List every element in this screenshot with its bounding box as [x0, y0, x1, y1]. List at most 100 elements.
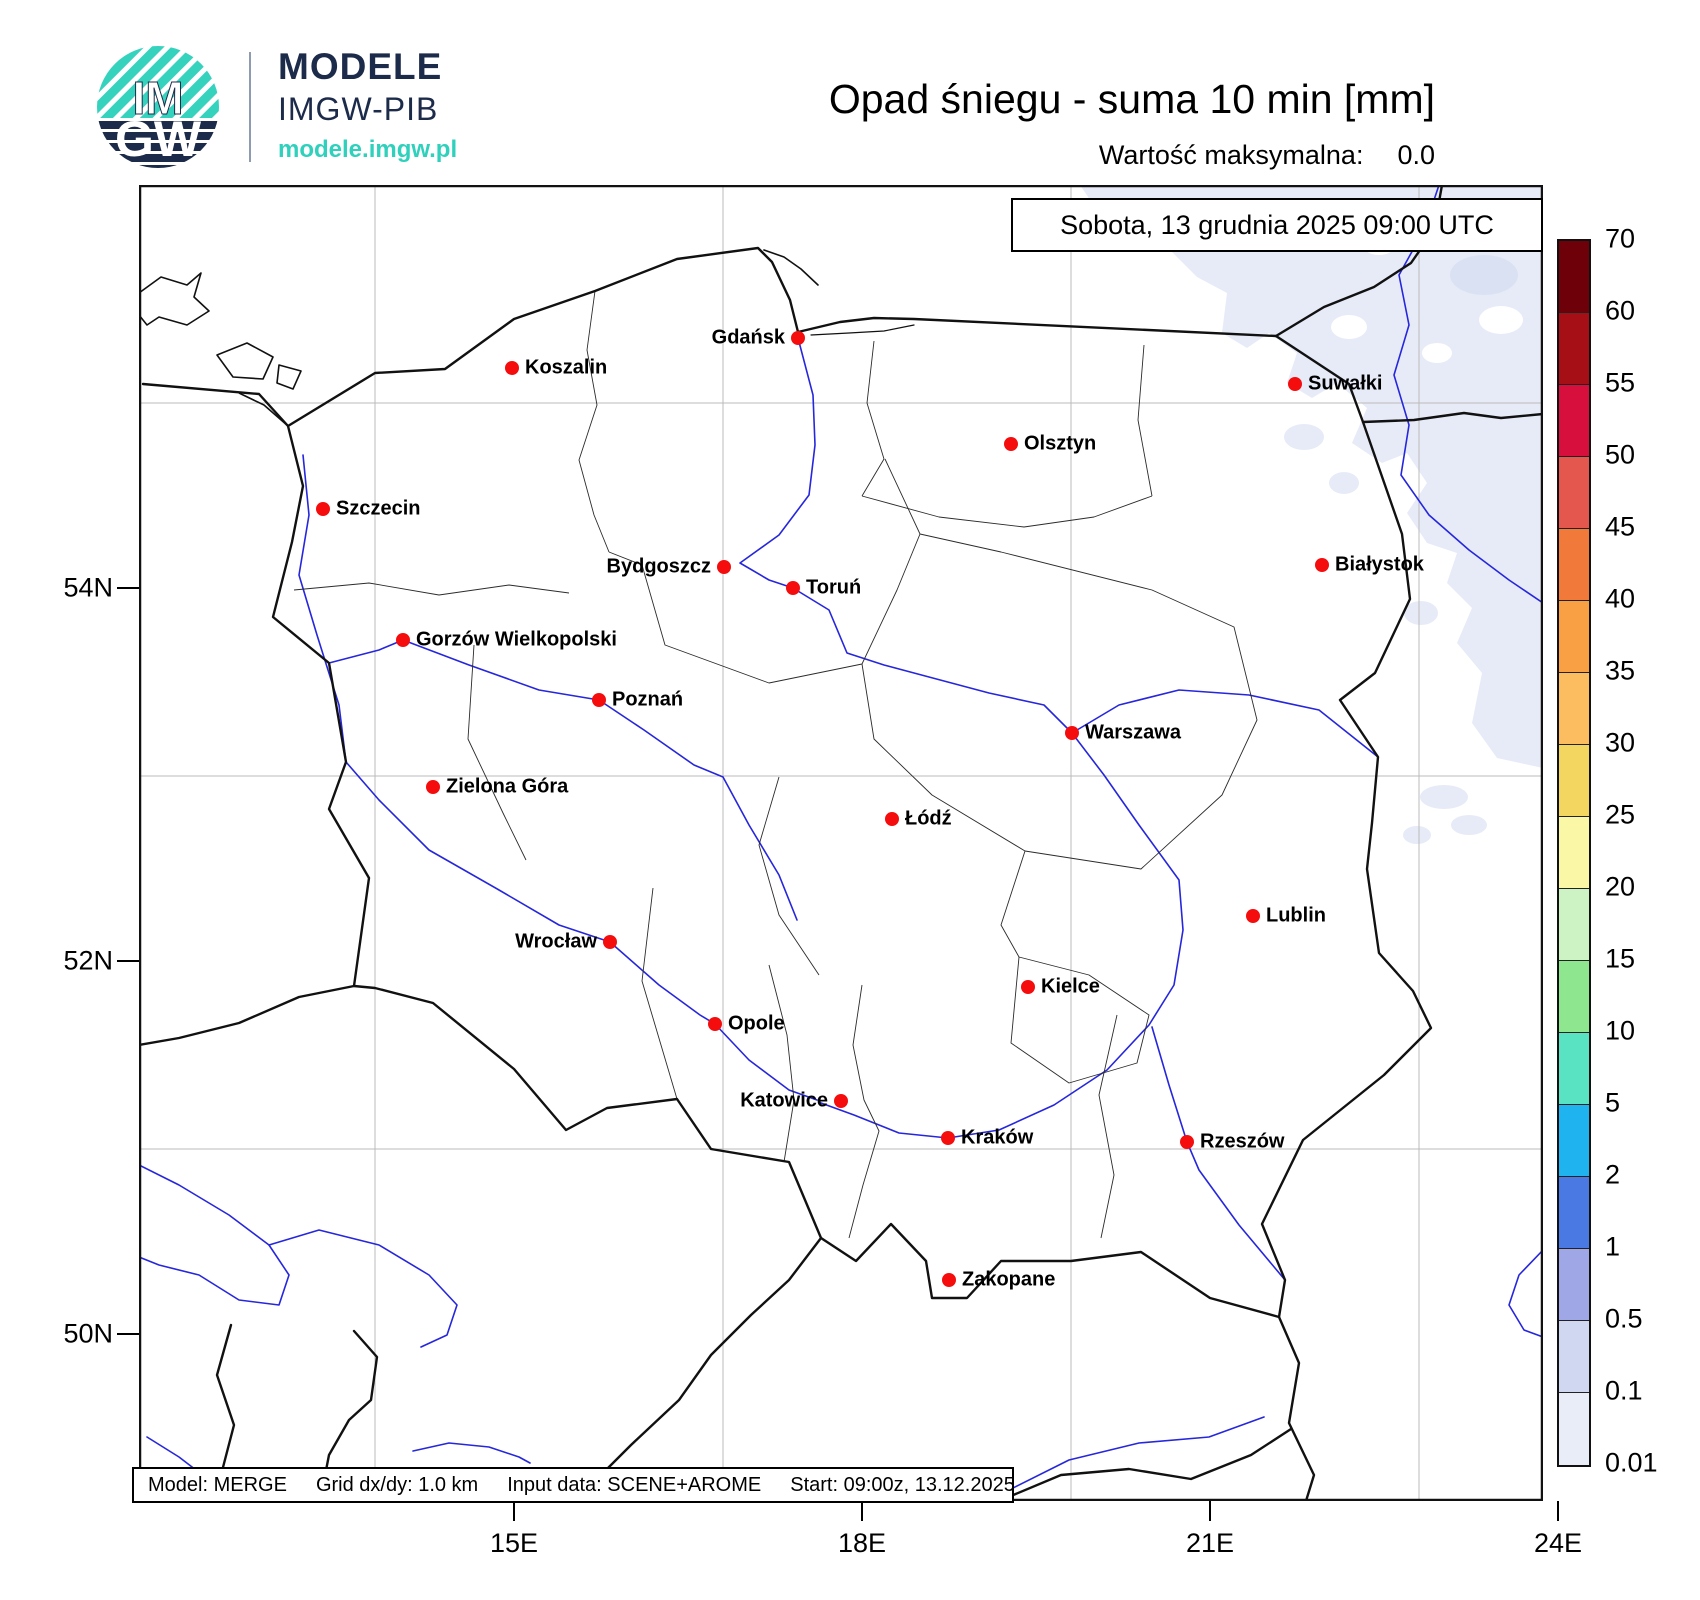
logo-subtitle: IMGW-PIB	[278, 91, 439, 127]
city-dot-icon	[316, 502, 330, 516]
logo-text-block: MODELE IMGW-PIB modele.imgw.pl	[278, 48, 457, 162]
city-dot-icon	[1180, 1135, 1194, 1149]
river-cz-1	[139, 1164, 290, 1306]
at-border	[318, 1329, 379, 1501]
city-dot-icon	[708, 1017, 722, 1031]
model-info-item: Model: MERGE	[148, 1473, 287, 1496]
city-label: Koszalin	[525, 356, 608, 379]
river-san	[1151, 1026, 1286, 1281]
precip-area	[1080, 185, 1543, 844]
cz-sk-border	[565, 1236, 823, 1501]
colorbar-segment	[1559, 1033, 1589, 1105]
logo-divider	[249, 52, 251, 162]
lon-tick-label: 24E	[1533, 1528, 1583, 1558]
river-wisla	[739, 337, 1184, 1139]
max-value-line: Wartość maksymalna: 0.0	[829, 140, 1435, 171]
city-dot-icon	[885, 812, 899, 826]
colorbar-segment	[1559, 817, 1589, 889]
hel-peninsula	[763, 249, 819, 286]
colorbar-label: 0.1	[1605, 1375, 1643, 1406]
city-dot-icon	[1315, 558, 1329, 572]
colorbar-label: 0.5	[1605, 1303, 1643, 1334]
lon-tick-mark	[513, 1501, 515, 1521]
model-info-bar: Model: MERGE Grid dx/dy: 1.0 km Input data…	[132, 1467, 1015, 1503]
colorbar-segment	[1559, 457, 1589, 529]
city-label: Opole	[728, 1012, 785, 1035]
colorbar-label: 70	[1605, 223, 1636, 254]
city-dot-icon	[1288, 377, 1302, 391]
colorbar-segment	[1559, 1105, 1589, 1177]
city-label: Kielce	[1041, 975, 1100, 998]
lon-tick-label: 21E	[1185, 1528, 1235, 1558]
river-neman	[1393, 185, 1543, 604]
city-label: Szczecin	[336, 497, 421, 520]
colorbar-segment	[1559, 601, 1589, 673]
colorbar-segment	[1559, 1249, 1589, 1321]
sk-ua-border	[1277, 1315, 1316, 1501]
max-value: 0.0	[1397, 140, 1435, 170]
city-label: Zakopane	[962, 1268, 1056, 1291]
colorbar-label: 1	[1605, 1231, 1621, 1262]
colorbar-label: 30	[1605, 727, 1636, 758]
colorbar-label: 20	[1605, 871, 1636, 902]
city-label: Wrocław	[515, 930, 597, 953]
grid-lines	[139, 185, 1543, 1501]
city-label: Olsztyn	[1024, 432, 1097, 455]
colorbar-label: 40	[1605, 583, 1636, 614]
colorbar-segment	[1559, 385, 1589, 457]
lat-tick-label: 52N	[63, 945, 113, 976]
city-label: Katowice	[740, 1089, 828, 1112]
lat-tick-mark	[117, 960, 139, 962]
sk-hu-border	[997, 1427, 1293, 1501]
lon-tick-mark	[1209, 1501, 1211, 1521]
logo-url[interactable]: modele.imgw.pl	[278, 136, 458, 163]
colorbar-label: 55	[1605, 367, 1636, 398]
city-label: Kraków	[961, 1126, 1034, 1149]
city-label: Rzeszów	[1200, 1130, 1285, 1153]
city-dot-icon	[717, 560, 731, 574]
city-dot-icon	[1065, 726, 1079, 740]
colorbar-label: 5	[1605, 1087, 1621, 1118]
title-block: Opad śniegu - suma 10 min [mm] Wartość m…	[829, 76, 1435, 171]
river-bug	[1071, 689, 1379, 758]
colorbar-label: 60	[1605, 295, 1636, 326]
lat-tick-label: 54N	[63, 572, 113, 603]
city-dot-icon	[603, 935, 617, 949]
river-cz-2	[268, 1229, 458, 1348]
city-label: Zielona Góra	[446, 775, 569, 798]
colorbar-label: 50	[1605, 439, 1636, 470]
colorbar-label: 10	[1605, 1015, 1636, 1046]
lon-tick-label: 18E	[837, 1528, 887, 1558]
colorbar-label: 25	[1605, 799, 1636, 830]
city-label: Bydgoszcz	[606, 555, 711, 578]
lon-tick-mark	[1557, 1501, 1559, 1521]
colorbar-segment	[1559, 961, 1589, 1033]
colorbar-segment	[1559, 745, 1589, 817]
colorbar-label: 2	[1605, 1159, 1621, 1190]
lon-tick-mark	[861, 1501, 863, 1521]
city-dot-icon	[396, 633, 410, 647]
city-dot-icon	[1246, 909, 1260, 923]
model-info-item: Start: 09:00z, 13.12.2025	[790, 1473, 1015, 1496]
colorbar-label: 35	[1605, 655, 1636, 686]
colorbar-segment	[1559, 673, 1589, 745]
city-dot-icon	[1021, 980, 1035, 994]
colorbar-segment	[1559, 889, 1589, 961]
river-ua-1	[1508, 1249, 1543, 1338]
colorbar-segment	[1559, 1393, 1589, 1465]
map-area: Sobota, 13 grudnia 2025 09:00 UTC Szczec…	[132, 185, 1543, 1503]
imgw-logo: IM GW	[97, 46, 219, 168]
lon-tick-label: 15E	[489, 1528, 539, 1558]
city-dot-icon	[592, 693, 606, 707]
colorbar-segment	[1559, 241, 1589, 313]
colorbar-label: 45	[1605, 511, 1636, 542]
city-label: Łódź	[905, 807, 952, 830]
colorbar-segment	[1559, 313, 1589, 385]
city-dot-icon	[834, 1094, 848, 1108]
city-label: Lublin	[1266, 904, 1326, 927]
city-dot-icon	[786, 581, 800, 595]
vistula-lagoon	[810, 324, 915, 336]
de-cz-border	[139, 984, 356, 1047]
city-dot-icon	[1004, 437, 1018, 451]
city-dot-icon	[426, 780, 440, 794]
